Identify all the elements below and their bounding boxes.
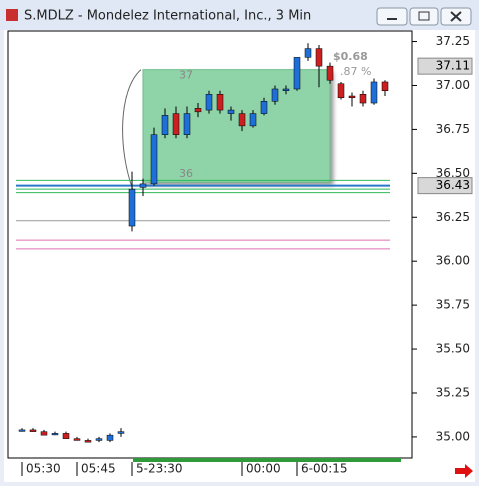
x-tick-label: 6-00:15 <box>301 462 348 476</box>
y-tick-label: 37.25 <box>436 34 470 48</box>
candle-body <box>315 48 323 67</box>
y-tick-label: 35.00 <box>436 429 470 443</box>
candle-body <box>40 431 48 436</box>
candle-body <box>282 88 290 91</box>
candle-body <box>95 438 103 441</box>
candle-body <box>84 440 92 443</box>
candle-body <box>216 94 224 111</box>
candle-body <box>161 115 169 135</box>
candle-body <box>62 433 70 439</box>
candle-body <box>304 48 312 58</box>
candle-body <box>194 108 202 113</box>
candle-body <box>51 433 59 436</box>
box-top-label: 37 <box>179 69 193 82</box>
candle-body <box>238 113 246 127</box>
app-icon <box>6 9 18 21</box>
price-marker-label: 37.11 <box>436 59 470 73</box>
annotation: $0.68 <box>333 50 368 63</box>
candle-body <box>370 81 378 104</box>
y-tick-label: 36.25 <box>436 210 470 224</box>
candle-body <box>183 113 191 135</box>
y-tick-label: 35.50 <box>436 342 470 356</box>
candle-body <box>271 88 279 102</box>
close-icon <box>450 11 462 22</box>
candle-body <box>348 95 356 99</box>
candle-body <box>150 134 158 185</box>
maximize-button[interactable] <box>409 7 439 26</box>
candle-body <box>260 101 268 114</box>
range-box <box>142 69 331 183</box>
candle-body <box>106 434 114 441</box>
session-bar <box>133 458 401 462</box>
y-tick-label: 36.00 <box>436 254 470 268</box>
candle-body <box>18 429 26 432</box>
x-tick-label: 5-23:30 <box>136 462 183 476</box>
scroll-arrow[interactable] <box>455 464 473 478</box>
box-connector <box>122 69 142 191</box>
maximize-icon <box>418 11 430 21</box>
y-tick-label: 35.25 <box>436 385 470 399</box>
minimize-button[interactable] <box>376 7 408 26</box>
window-title: S.MDLZ - Mondelez International, Inc., 3… <box>24 9 311 24</box>
x-tick-label: 05:30 <box>26 462 61 476</box>
annotation: .87 % <box>340 65 371 78</box>
candle-body <box>249 113 257 127</box>
x-tick-label: 05:45 <box>81 462 116 476</box>
candle-body <box>172 113 180 135</box>
candle-body <box>73 438 81 441</box>
candle-body <box>117 431 125 434</box>
candle-body <box>139 183 147 188</box>
price-marker <box>417 177 473 195</box>
candle-body <box>337 83 345 99</box>
candle-body <box>359 94 367 104</box>
candle-body <box>128 188 136 227</box>
x-tick-label: 00:00 <box>246 462 281 476</box>
candle-body <box>293 57 301 90</box>
price-marker <box>417 57 473 75</box>
candle-body <box>227 109 235 114</box>
box-bottom-label: 36 <box>179 167 193 180</box>
y-tick-label: 36.50 <box>436 166 470 180</box>
candle-body <box>326 65 334 81</box>
price-marker-label: 36.43 <box>436 178 470 192</box>
candle-body <box>205 94 213 111</box>
y-tick-label: 35.75 <box>436 298 470 312</box>
y-tick-label: 37.00 <box>436 78 470 92</box>
y-tick-label: 36.75 <box>436 122 470 136</box>
candle-body <box>381 81 389 91</box>
candle-body <box>29 429 37 432</box>
